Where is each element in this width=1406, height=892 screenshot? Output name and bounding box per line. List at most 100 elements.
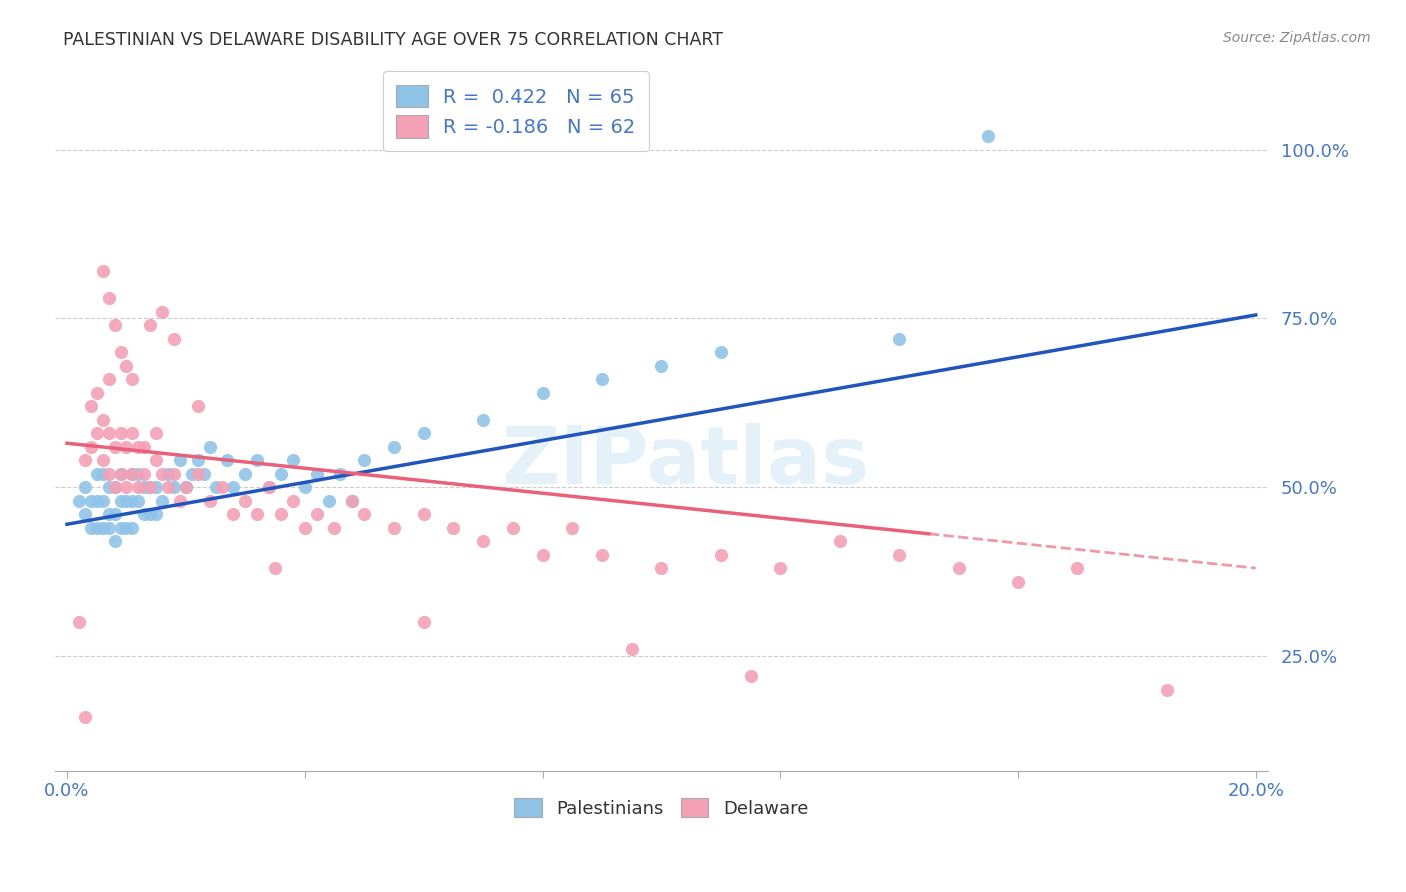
Point [134,440,156,454]
Point [121,426,143,441]
Point [1007,574,1029,589]
Point [86,385,108,400]
Point [948,561,970,575]
Text: PALESTINIAN VS DELAWARE DISABILITY AGE OVER 75 CORRELATION CHART: PALESTINIAN VS DELAWARE DISABILITY AGE O… [63,31,723,49]
Point [103,440,125,454]
Point [97,467,120,481]
Point [382,440,405,454]
Point [139,480,162,494]
Point [163,467,186,481]
Point [281,453,304,467]
Point [86,521,108,535]
Point [103,534,125,549]
Point [222,507,245,521]
Point [86,467,108,481]
Point [769,561,792,575]
Point [246,453,269,467]
Point [342,493,364,508]
Point [145,480,167,494]
Point [1066,561,1088,575]
Point [620,642,643,657]
Point [294,521,316,535]
Point [204,480,226,494]
Point [121,467,143,481]
Point [67,493,90,508]
Point [710,345,733,359]
Point [650,561,672,575]
Point [169,493,191,508]
Point [591,372,613,386]
Point [80,440,103,454]
Point [97,480,120,494]
Point [127,467,149,481]
Point [412,507,434,521]
Point [502,521,524,535]
Text: Source: ZipAtlas.com: Source: ZipAtlas.com [1223,31,1371,45]
Point [97,521,120,535]
Point [80,399,103,413]
Point [103,507,125,521]
Point [115,359,138,373]
Point [145,453,167,467]
Point [97,291,120,305]
Point [91,521,114,535]
Point [91,467,114,481]
Point [323,521,346,535]
Point [103,318,125,332]
Point [412,426,434,441]
Point [150,493,173,508]
Point [110,467,132,481]
Point [127,493,149,508]
Point [139,480,162,494]
Point [150,304,173,318]
Point [157,480,180,494]
Point [294,480,316,494]
Point [270,467,292,481]
Point [73,507,96,521]
Point [97,372,120,386]
Point [342,493,364,508]
Point [121,493,143,508]
Point [198,440,221,454]
Point [110,493,132,508]
Point [233,493,256,508]
Point [257,480,280,494]
Point [110,467,132,481]
Point [305,507,328,521]
Legend: Palestinians, Delaware: Palestinians, Delaware [508,791,815,825]
Point [127,440,149,454]
Point [1156,682,1178,697]
Point [134,467,156,481]
Point [97,426,120,441]
Point [353,453,375,467]
Point [270,507,292,521]
Point [591,548,613,562]
Point [127,480,149,494]
Point [174,480,197,494]
Point [163,332,186,346]
Point [329,467,352,481]
Point [110,426,132,441]
Point [887,548,910,562]
Point [281,493,304,508]
Point [150,467,173,481]
Point [246,507,269,521]
Point [91,453,114,467]
Point [163,480,186,494]
Point [121,372,143,386]
Point [91,493,114,508]
Point [531,385,554,400]
Point [80,493,103,508]
Point [318,493,340,508]
Point [73,480,96,494]
Point [115,493,138,508]
Point [86,426,108,441]
Point [441,521,464,535]
Point [145,507,167,521]
Point [264,561,287,575]
Point [472,412,495,426]
Point [217,453,239,467]
Point [187,453,209,467]
Point [110,521,132,535]
Point [139,507,162,521]
